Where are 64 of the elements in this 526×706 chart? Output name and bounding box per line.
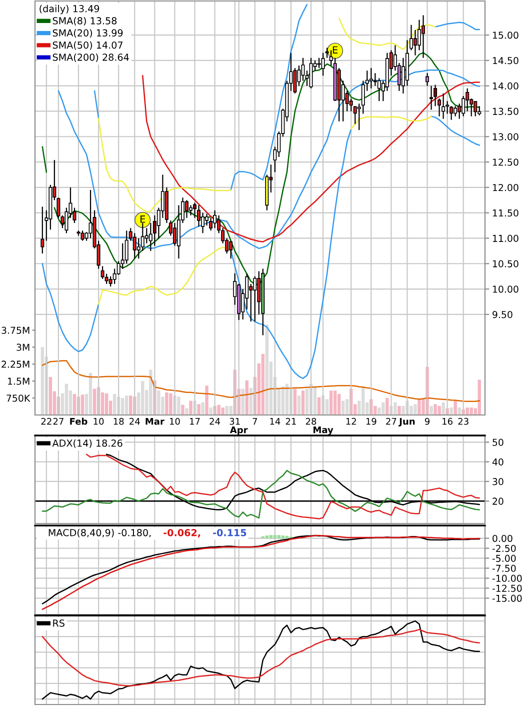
x-tick-label: 27 bbox=[53, 418, 64, 425]
x-tick-label: Feb bbox=[70, 418, 88, 425]
legend-label: SMA(50) 14.07 bbox=[52, 41, 122, 50]
y-tick-label: -7.50 bbox=[492, 564, 516, 572]
x-tick-label: May bbox=[314, 426, 334, 436]
x-tick-label: 12 bbox=[346, 418, 356, 425]
x-tick-label: 28 bbox=[306, 418, 316, 425]
y-tick-label: -10.00 bbox=[492, 574, 522, 582]
x-tick-label: Mar bbox=[146, 418, 164, 425]
y-tick-label: 10.50 bbox=[492, 260, 518, 268]
x-tick-label: 16 bbox=[442, 418, 452, 425]
x-tick-label: 14 bbox=[270, 418, 280, 425]
y-tick-label: -2.50 bbox=[492, 544, 516, 552]
y-tick-label: 10.00 bbox=[492, 286, 518, 293]
legend-label: SMA(200) 28.64 bbox=[52, 53, 129, 62]
x-tick-label: 19 bbox=[366, 418, 376, 425]
y-tick-label: -15.00 bbox=[492, 594, 522, 602]
y-tick-label: 14.00 bbox=[492, 82, 518, 90]
legend-label: ADX(14) 18.26 bbox=[52, 439, 122, 448]
y-tick-label: 11.00 bbox=[492, 234, 518, 242]
y2-tick-label: 3.75M bbox=[2, 326, 30, 334]
y-tick-label: 50 bbox=[492, 438, 504, 446]
x-tick-label: 18 bbox=[114, 418, 124, 425]
y-tick-label: -5.00 bbox=[492, 554, 516, 562]
legend-label: RS bbox=[53, 620, 64, 627]
legend-label: SMA(20) 13.99 bbox=[52, 29, 123, 38]
x-tick-label: 10 bbox=[94, 418, 104, 425]
x-tick-label: 10 bbox=[170, 418, 180, 425]
x-tick-label: Jun bbox=[398, 418, 415, 426]
y-tick-label: 15.00 bbox=[492, 32, 518, 39]
x-tick-label: 23 bbox=[458, 418, 468, 425]
y2-tick-label: 2.25M bbox=[2, 360, 30, 368]
x-tick-label: 17 bbox=[190, 418, 200, 425]
y-tick-label: -12.50 bbox=[492, 584, 522, 592]
y-tick-label: 13.50 bbox=[492, 108, 518, 115]
y2-tick-label: 1.5M bbox=[8, 378, 30, 385]
y-tick-label: 30 bbox=[492, 478, 504, 486]
y-tick-label: 12.00 bbox=[492, 184, 518, 192]
x-tick-label: 24 bbox=[210, 418, 220, 425]
legend-label: SMA(8) 13.58 bbox=[52, 16, 117, 26]
y2-tick-label: 750K bbox=[6, 394, 30, 402]
x-tick-label: 9 bbox=[424, 418, 430, 425]
x-tick-label: 22 bbox=[41, 418, 52, 425]
y-tick-label: 20 bbox=[492, 498, 504, 505]
y2-tick-label: 3M bbox=[16, 344, 30, 351]
x-tick-label: Apr bbox=[230, 426, 248, 436]
x-tick-label: 27 bbox=[386, 418, 396, 425]
x-tick-label: 31 bbox=[230, 418, 240, 425]
series-label: -0.062, bbox=[164, 529, 200, 538]
y-tick-label: 13.00 bbox=[492, 133, 518, 140]
y-tick-label: 12.50 bbox=[492, 158, 518, 166]
y-tick-label: 9.50 bbox=[492, 311, 512, 318]
x-tick-label: 21 bbox=[286, 418, 296, 425]
series-label: MACD(8,40,9) -0.180, bbox=[48, 528, 151, 538]
data-label: E bbox=[332, 46, 338, 54]
y-tick-label: 40 bbox=[492, 458, 504, 466]
data-label: E bbox=[140, 216, 146, 223]
series-label: -0.115 bbox=[213, 529, 246, 536]
x-tick-label: 7 bbox=[252, 418, 257, 425]
x-tick-label: 24 bbox=[130, 418, 140, 425]
chart-title: (daily) 13.49 bbox=[40, 4, 100, 14]
y-tick-label: 11.50 bbox=[492, 209, 518, 217]
y-tick-label: 14.50 bbox=[492, 57, 518, 64]
y-tick-label: 0.00 bbox=[492, 534, 512, 542]
